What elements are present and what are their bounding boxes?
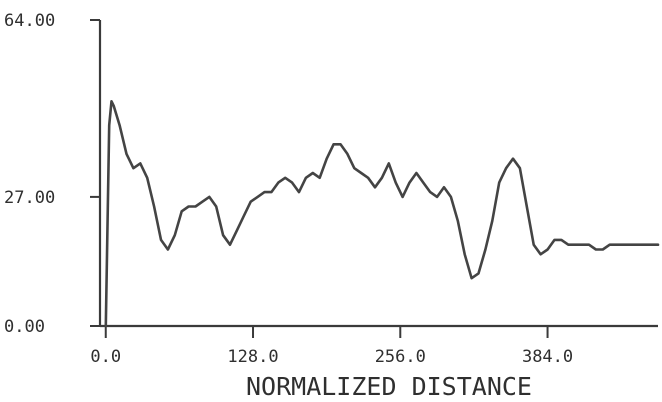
x-tick-label: 256.0: [375, 347, 426, 367]
x-tick-label: 128.0: [227, 347, 278, 367]
y-tick-label: 64.00: [4, 11, 55, 31]
y-tick-label: 0.00: [4, 317, 45, 337]
axes: [98, 20, 658, 328]
series-layer: [104, 100, 660, 328]
x-axis-ticks: 0.0 128.0 256.0 384.0: [90, 326, 573, 367]
y-tick-label: 27.00: [4, 188, 55, 208]
x-tick-label: 384.0: [522, 347, 573, 367]
x-tick-label: 0.0: [90, 347, 121, 367]
x-axis-title: NORMALIZED DISTANCE: [246, 372, 532, 401]
y-axis-ticks: 0.00 27.00 64.00: [4, 11, 100, 337]
series-line: [104, 100, 660, 328]
